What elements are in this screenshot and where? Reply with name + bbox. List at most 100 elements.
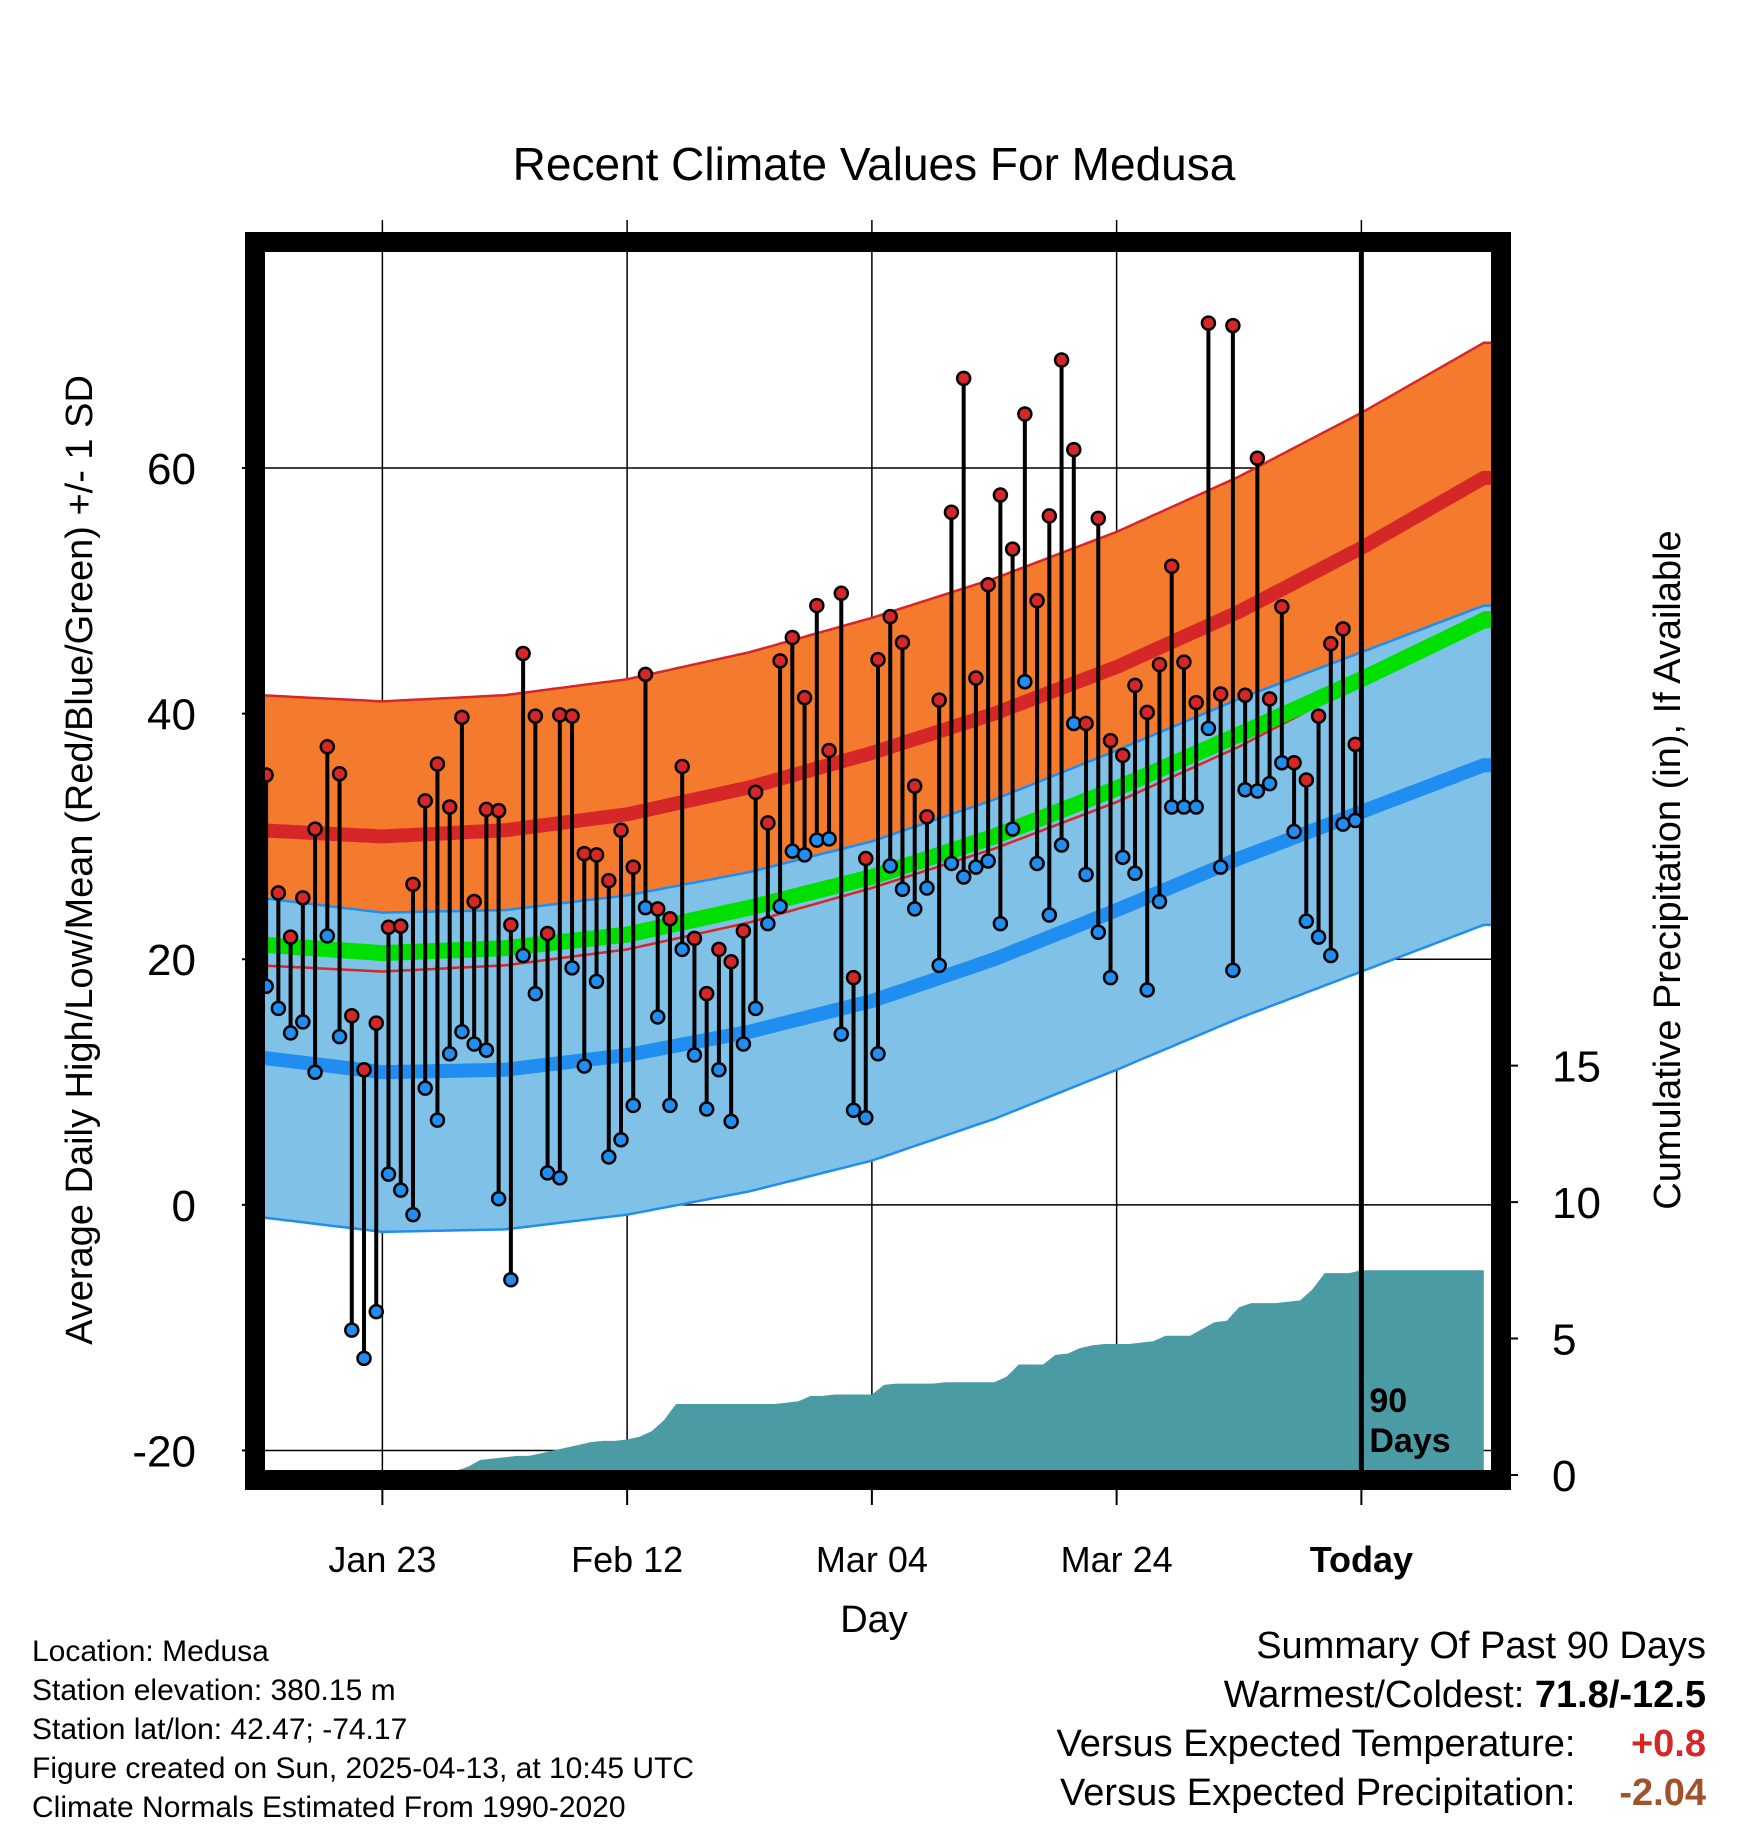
daily-high-dot (552, 707, 568, 723)
daily-high-dot (980, 576, 996, 593)
daily-low-dot (1078, 866, 1094, 883)
daily-low-dot (1188, 799, 1204, 815)
daily-high-dot (711, 941, 727, 958)
daily-low-dot (1041, 907, 1058, 923)
daily-high-dot (735, 923, 752, 939)
daily-high-dot (1029, 592, 1045, 609)
daily-low-dot (760, 915, 776, 932)
daily-high-dot (503, 917, 519, 933)
daily-low-dot (1286, 823, 1302, 840)
daily-low-dot (601, 1149, 617, 1165)
daily-low-dot (698, 1101, 715, 1117)
high-upper-edge (260, 341, 1496, 703)
daily-low-dot (1115, 849, 1131, 866)
daily-high-dot (1200, 315, 1217, 331)
daily-high-dot (1286, 755, 1302, 771)
x-tick-label: Mar 04 (816, 1539, 928, 1580)
daily-high-dot (1323, 635, 1339, 652)
summary-panel: Summary Of Past 90 Days Warmest/Coldest:… (1057, 1622, 1706, 1818)
daily-low-dot (405, 1206, 421, 1223)
x-tick-label: Feb 12 (571, 1539, 683, 1580)
daily-high-dot (344, 1007, 360, 1024)
daily-low-dot (931, 957, 947, 974)
daily-low-dot (1004, 821, 1021, 837)
daily-low-dot (686, 1047, 703, 1063)
today-days-label: Days (1369, 1422, 1450, 1460)
daily-low-dot (833, 1026, 850, 1042)
daily-low-dot (478, 1042, 495, 1058)
daily-high-dot (515, 645, 531, 662)
daily-low-dot (845, 1102, 862, 1119)
daily-high-dot (282, 929, 299, 945)
daily-low-dot (344, 1322, 360, 1338)
daily-high-dot (1127, 677, 1143, 694)
daily-low-dot (1323, 947, 1339, 964)
daily-high-dot (698, 985, 715, 1002)
daily-high-dot (1041, 508, 1058, 524)
daily-low-dot (674, 941, 690, 958)
daily-high-dot (454, 709, 470, 726)
daily-high-dot (295, 890, 311, 906)
y-tick-label: -20 (132, 1427, 196, 1476)
warm-cold-value: 71.8/-12.5 (1534, 1674, 1706, 1716)
temp-value: +0.8 (1630, 1723, 1706, 1765)
axes: -20 0 20 40 60 0 5 10 15 Jan 23 Feb 12 Mar 04 Mar 24… (59, 368, 1689, 1641)
daily-high-dot (747, 784, 764, 800)
daily-high-dot (1151, 656, 1168, 673)
daily-high-dot (955, 370, 972, 387)
daily-high-dot (490, 802, 507, 819)
daily-low-dot (295, 1014, 311, 1030)
daily-high-dot (809, 597, 825, 614)
daily-high-dot (1261, 691, 1278, 707)
daily-low-dot (1225, 962, 1241, 979)
latlon-text: Station lat/lon: 42.47; -74.17 (32, 1713, 408, 1746)
daily-high-dot (1017, 406, 1033, 422)
daily-high-dot (919, 809, 935, 825)
y-axis-label: Average Daily High/Low/Mean (Red/Blue/Gr… (59, 375, 101, 1345)
daily-low-dot (870, 1046, 886, 1062)
y-tick-label: 20 (147, 936, 196, 985)
daily-high-dot (1188, 694, 1204, 711)
precip-row: Versus Expected Precipitation: -2.04 (1057, 1769, 1706, 1818)
daily-high-dot (1066, 441, 1082, 458)
daily-high-dot (613, 822, 629, 839)
daily-low-dot (429, 1112, 446, 1128)
daily-high-dot (968, 670, 984, 686)
daily-high-dot (405, 876, 421, 893)
daily-high-dot (882, 608, 898, 625)
daily-high-dot (1139, 704, 1155, 721)
daily-low-dot (392, 1182, 409, 1198)
daily-low-dot (564, 960, 580, 976)
daily-high-dot (674, 758, 690, 775)
daily-low-dot (858, 1109, 874, 1126)
daily-high-dot (270, 885, 287, 901)
y2-tick-label: 5 (1552, 1316, 1576, 1365)
elevation-text: Station elevation: 380.15 m (32, 1674, 396, 1707)
x-tick-label: Jan 23 (328, 1539, 436, 1580)
daily-high-dot (1078, 715, 1094, 732)
daily-low-dot (735, 1036, 752, 1052)
warm-cold-label: Warmest/Coldest: (1223, 1674, 1525, 1716)
daily-high-dot (833, 585, 850, 602)
daily-high-dot (1176, 654, 1192, 670)
daily-high-dot (906, 778, 923, 794)
daily-low-dot (515, 947, 531, 964)
daily-high-dot (772, 653, 788, 669)
station-info: Location: Medusa Station elevation: 380.… (32, 1632, 694, 1827)
daily-high-dot (466, 893, 482, 910)
daily-high-dot (845, 969, 862, 986)
daily-low-dot (503, 1271, 519, 1288)
daily-high-dot (1090, 510, 1107, 527)
daily-low-dot (992, 915, 1009, 932)
daily-high-dot (588, 847, 605, 863)
daily-low-dot (417, 1080, 433, 1096)
daily-low-dot (955, 869, 972, 885)
y2-tick-label: 15 (1552, 1043, 1601, 1092)
daily-low-dot (625, 1097, 641, 1114)
daily-high-dot (307, 821, 323, 837)
chart-title: Recent Climate Values For Medusa (513, 138, 1236, 190)
daily-values (258, 315, 1364, 1367)
x-tick-label: Mar 24 (1061, 1539, 1173, 1580)
daily-low-dot (1237, 782, 1253, 798)
